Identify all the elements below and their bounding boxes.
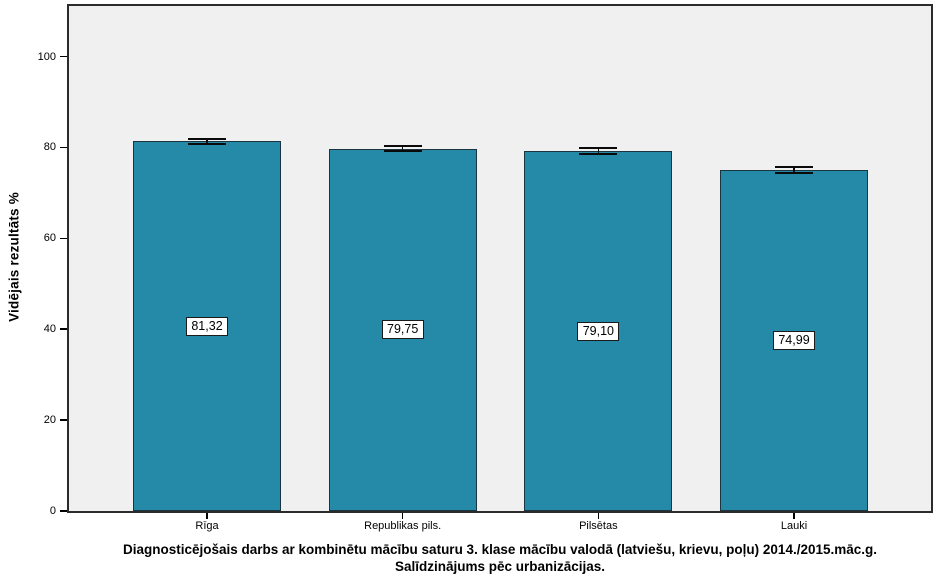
y-tick-mark: [60, 419, 67, 421]
y-tick-mark: [60, 328, 67, 330]
y-tick-mark: [60, 510, 67, 512]
y-tick-label: 20: [43, 414, 56, 427]
y-tick-mark: [60, 237, 67, 240]
value-label: 79,75: [381, 320, 424, 340]
value-label: 74,99: [773, 331, 815, 351]
error-bar-cap-bottom: [383, 150, 422, 153]
error-bar-cap-top: [775, 165, 813, 168]
error-bar-cap-bottom: [188, 142, 226, 145]
x-tick-mark: [401, 513, 404, 519]
y-tick-label: 100: [37, 50, 56, 63]
x-tick-mark: [597, 513, 600, 519]
y-axis-title: Vidējais rezultāts %: [6, 192, 22, 322]
y-tick-label: 80: [43, 141, 56, 154]
x-category-label: Rīga: [195, 520, 219, 532]
x-category-label: Lauki: [780, 520, 808, 532]
x-category-label: Republikas pils.: [364, 520, 442, 532]
y-tick-label: 60: [43, 232, 56, 245]
error-bar-stem: [597, 148, 600, 155]
error-bar-stem: [793, 166, 795, 174]
value-label: 81,32: [186, 316, 228, 336]
caption-line-2: Salīdzinājums pēc urbanizācijas.: [394, 558, 606, 574]
y-tick-label: 0: [49, 505, 56, 517]
error-bar-cap-top: [188, 138, 226, 141]
chart-caption: Diagnosticējošais darbs ar kombinētu māc…: [67, 542, 933, 575]
value-label: 79,10: [577, 321, 620, 341]
error-bar-stem: [401, 145, 404, 152]
error-bar-cap-top: [579, 147, 618, 150]
error-bar-cap-top: [383, 144, 422, 147]
x-tick-mark: [206, 513, 208, 519]
y-tick-label: 40: [43, 323, 56, 336]
y-tick-mark: [60, 55, 67, 58]
x-category-label: Pilsētas: [579, 520, 618, 532]
x-tick-mark: [793, 513, 795, 519]
y-tick-mark: [60, 146, 67, 149]
error-bar-cap-bottom: [775, 172, 813, 175]
caption-line-1: Diagnosticējošais darbs ar kombinētu māc…: [122, 542, 878, 557]
error-bar-cap-bottom: [579, 153, 618, 156]
error-bar-stem: [206, 139, 208, 144]
